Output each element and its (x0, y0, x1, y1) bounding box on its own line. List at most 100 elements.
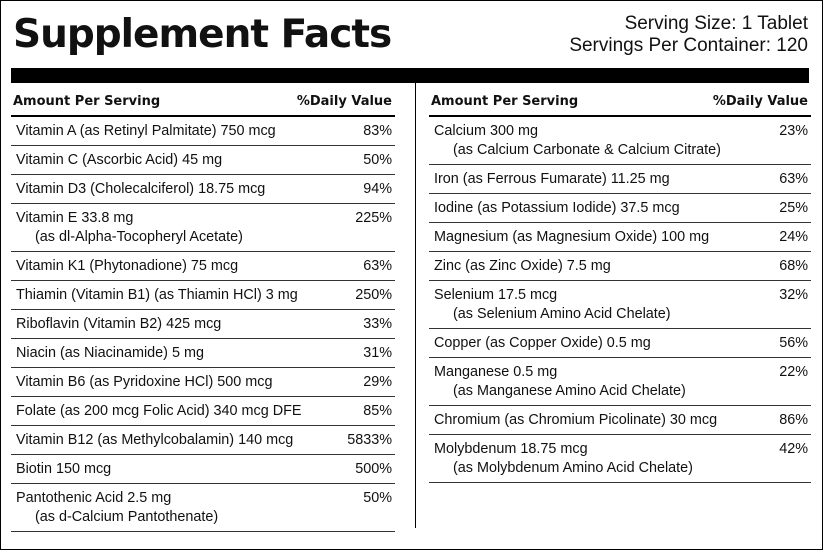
daily-value-percent: 23% (779, 123, 808, 139)
column-divider (415, 83, 416, 528)
nutrient-row: Selenium 17.5 mcg (as Selenium Amino Acid… (429, 281, 811, 329)
nutrient-row: Biotin 150 mcg 500% (11, 455, 395, 484)
nutrient-text: Magnesium (as Magnesium Oxide) 100 mg (434, 228, 709, 247)
nutrient-row: Chromium (as Chromium Picolinate) 30 mcg… (429, 406, 811, 435)
nutrient-row: Calcium 300 mg (as Calcium Carbonate & Ca… (429, 117, 811, 165)
nutrient-row: Folate (as 200 mcg Folic Acid) 340 mcg D… (11, 397, 395, 426)
nutrient-source-detail: (as Selenium Amino Acid Chelate) (453, 306, 671, 322)
nutrient-text: Manganese 0.5 mg (as Manganese Amino Acid… (434, 363, 686, 401)
left-column: Amount Per Serving %Daily Value Vitamin … (11, 88, 395, 532)
nutrient-row: Vitamin E 33.8 mg (as dl-Alpha-Tocopheryl… (11, 204, 395, 252)
daily-value-percent: 22% (779, 364, 808, 380)
daily-value-percent: 63% (779, 171, 808, 187)
nutrient-text: Riboflavin (Vitamin B2) 425 mcg (16, 315, 221, 334)
nutrient-name: Zinc (as Zinc Oxide) 7.5 mg (434, 258, 611, 274)
nutrient-text: Folate (as 200 mcg Folic Acid) 340 mcg D… (16, 402, 302, 421)
nutrient-row: Vitamin C (Ascorbic Acid) 45 mg 50% (11, 146, 395, 175)
nutrient-row: Magnesium (as Magnesium Oxide) 100 mg 24% (429, 223, 811, 252)
nutrient-name: Vitamin K1 (Phytonadione) 75 mcg (16, 258, 239, 274)
nutrient-text: Copper (as Copper Oxide) 0.5 mg (434, 334, 651, 353)
amount-per-serving-heading: Amount Per Serving (13, 94, 161, 109)
nutrient-name: Vitamin D3 (Cholecalciferol) 18.75 mcg (16, 181, 266, 197)
nutrient-text: Molybdenum 18.75 mcg (as Molybdenum Amino… (434, 440, 693, 478)
nutrient-name: Pantothenic Acid 2.5 mg (16, 490, 172, 506)
nutrient-row: Vitamin B6 (as Pyridoxine HCl) 500 mcg 29… (11, 368, 395, 397)
nutrient-text: Pantothenic Acid 2.5 mg (as d-Calcium Pan… (16, 489, 218, 527)
nutrient-source-detail: (as d-Calcium Pantothenate) (35, 509, 219, 525)
nutrient-name: Vitamin C (Ascorbic Acid) 45 mg (16, 152, 223, 168)
nutrient-name: Vitamin B12 (as Methylcobalamin) 140 mcg (16, 432, 294, 448)
nutrient-text: Iron (as Ferrous Fumarate) 11.25 mg (434, 170, 670, 189)
nutrient-text: Iodine (as Potassium Iodide) 37.5 mcg (434, 199, 680, 218)
daily-value-heading: %Daily Value (296, 94, 392, 109)
nutrient-name: Vitamin A (as Retinyl Palmitate) 750 mcg (16, 123, 276, 139)
nutrient-name: Molybdenum 18.75 mcg (434, 441, 588, 457)
nutrient-text: Vitamin E 33.8 mg (as dl-Alpha-Tocopheryl… (16, 209, 243, 247)
amount-per-serving-heading: Amount Per Serving (431, 94, 579, 109)
daily-value-percent: 68% (779, 258, 808, 274)
nutrient-source-detail: (as Calcium Carbonate & Calcium Citrate) (453, 142, 721, 158)
nutrient-name: Iron (as Ferrous Fumarate) 11.25 mg (434, 171, 670, 187)
daily-value-percent: 42% (779, 441, 808, 457)
nutrient-name: Copper (as Copper Oxide) 0.5 mg (434, 335, 651, 351)
nutrient-text: Vitamin B12 (as Methylcobalamin) 140 mcg (16, 431, 293, 450)
nutrient-name: Selenium 17.5 mcg (434, 287, 558, 303)
daily-value-percent: 31% (363, 345, 392, 361)
daily-value-percent: 25% (779, 200, 808, 216)
nutrient-name: Biotin 150 mcg (16, 461, 112, 477)
daily-value-percent: 56% (779, 335, 808, 351)
daily-value-percent: 85% (363, 403, 392, 419)
nutrient-row: Riboflavin (Vitamin B2) 425 mcg 33% (11, 310, 395, 339)
nutrient-text: Vitamin D3 (Cholecalciferol) 18.75 mcg (16, 180, 265, 199)
nutrient-name: Niacin (as Niacinamide) 5 mg (16, 345, 204, 361)
nutrient-row: Vitamin D3 (Cholecalciferol) 18.75 mcg 94… (11, 175, 395, 204)
right-nutrient-list: Calcium 300 mg (as Calcium Carbonate & Ca… (429, 117, 811, 483)
daily-value-percent: 83% (363, 123, 392, 139)
nutrient-name: Vitamin B6 (as Pyridoxine HCl) 500 mcg (16, 374, 273, 390)
daily-value-percent: 32% (779, 287, 808, 303)
nutrient-text: Chromium (as Chromium Picolinate) 30 mcg (434, 411, 717, 430)
nutrient-text: Calcium 300 mg (as Calcium Carbonate & Ca… (434, 122, 721, 160)
header-divider-bar (11, 68, 809, 83)
left-column-header: Amount Per Serving %Daily Value (11, 88, 395, 117)
nutrient-row: Thiamin (Vitamin B1) (as Thiamin HCl) 3 … (11, 281, 395, 310)
daily-value-percent: 225% (355, 210, 392, 226)
panel-title: Supplement Facts (13, 12, 392, 57)
nutrient-name: Manganese 0.5 mg (434, 364, 558, 380)
right-column-header: Amount Per Serving %Daily Value (429, 88, 811, 117)
nutrient-text: Zinc (as Zinc Oxide) 7.5 mg (434, 257, 611, 276)
nutrient-text: Niacin (as Niacinamide) 5 mg (16, 344, 204, 363)
nutrient-text: Vitamin K1 (Phytonadione) 75 mcg (16, 257, 238, 276)
nutrient-row: Niacin (as Niacinamide) 5 mg 31% (11, 339, 395, 368)
nutrient-row: Zinc (as Zinc Oxide) 7.5 mg 68% (429, 252, 811, 281)
daily-value-percent: 50% (363, 152, 392, 168)
nutrient-text: Vitamin C (Ascorbic Acid) 45 mg (16, 151, 222, 170)
nutrient-row: Copper (as Copper Oxide) 0.5 mg 56% (429, 329, 811, 358)
daily-value-percent: 86% (779, 412, 808, 428)
nutrient-name: Folate (as 200 mcg Folic Acid) 340 mcg D… (16, 403, 302, 419)
nutrient-text: Thiamin (Vitamin B1) (as Thiamin HCl) 3 … (16, 286, 298, 305)
nutrient-source-detail: (as dl-Alpha-Tocopheryl Acetate) (35, 229, 243, 245)
left-nutrient-list: Vitamin A (as Retinyl Palmitate) 750 mcg… (11, 117, 395, 532)
right-column: Amount Per Serving %Daily Value Calcium … (429, 88, 811, 483)
nutrient-text: Vitamin B6 (as Pyridoxine HCl) 500 mcg (16, 373, 272, 392)
nutrient-text: Vitamin A (as Retinyl Palmitate) 750 mcg (16, 122, 276, 141)
nutrient-name: Magnesium (as Magnesium Oxide) 100 mg (434, 229, 710, 245)
daily-value-percent: 94% (363, 181, 392, 197)
nutrient-name: Thiamin (Vitamin B1) (as Thiamin HCl) 3 … (16, 287, 298, 303)
serving-info: Serving Size: 1 Tablet Servings Per Cont… (569, 13, 808, 57)
nutrient-name: Chromium (as Chromium Picolinate) 30 mcg (434, 412, 718, 428)
nutrient-row: Vitamin A (as Retinyl Palmitate) 750 mcg… (11, 117, 395, 146)
nutrient-text: Biotin 150 mcg (16, 460, 111, 479)
nutrient-name: Iodine (as Potassium Iodide) 37.5 mcg (434, 200, 680, 216)
nutrient-name: Vitamin E 33.8 mg (16, 210, 134, 226)
nutrient-row: Molybdenum 18.75 mcg (as Molybdenum Amino… (429, 435, 811, 483)
daily-value-percent: 24% (779, 229, 808, 245)
daily-value-percent: 63% (363, 258, 392, 274)
nutrient-row: Vitamin K1 (Phytonadione) 75 mcg 63% (11, 252, 395, 281)
daily-value-percent: 250% (355, 287, 392, 303)
nutrient-name: Riboflavin (Vitamin B2) 425 mcg (16, 316, 222, 332)
daily-value-percent: 500% (355, 461, 392, 477)
nutrient-text: Selenium 17.5 mcg (as Selenium Amino Acid… (434, 286, 671, 324)
